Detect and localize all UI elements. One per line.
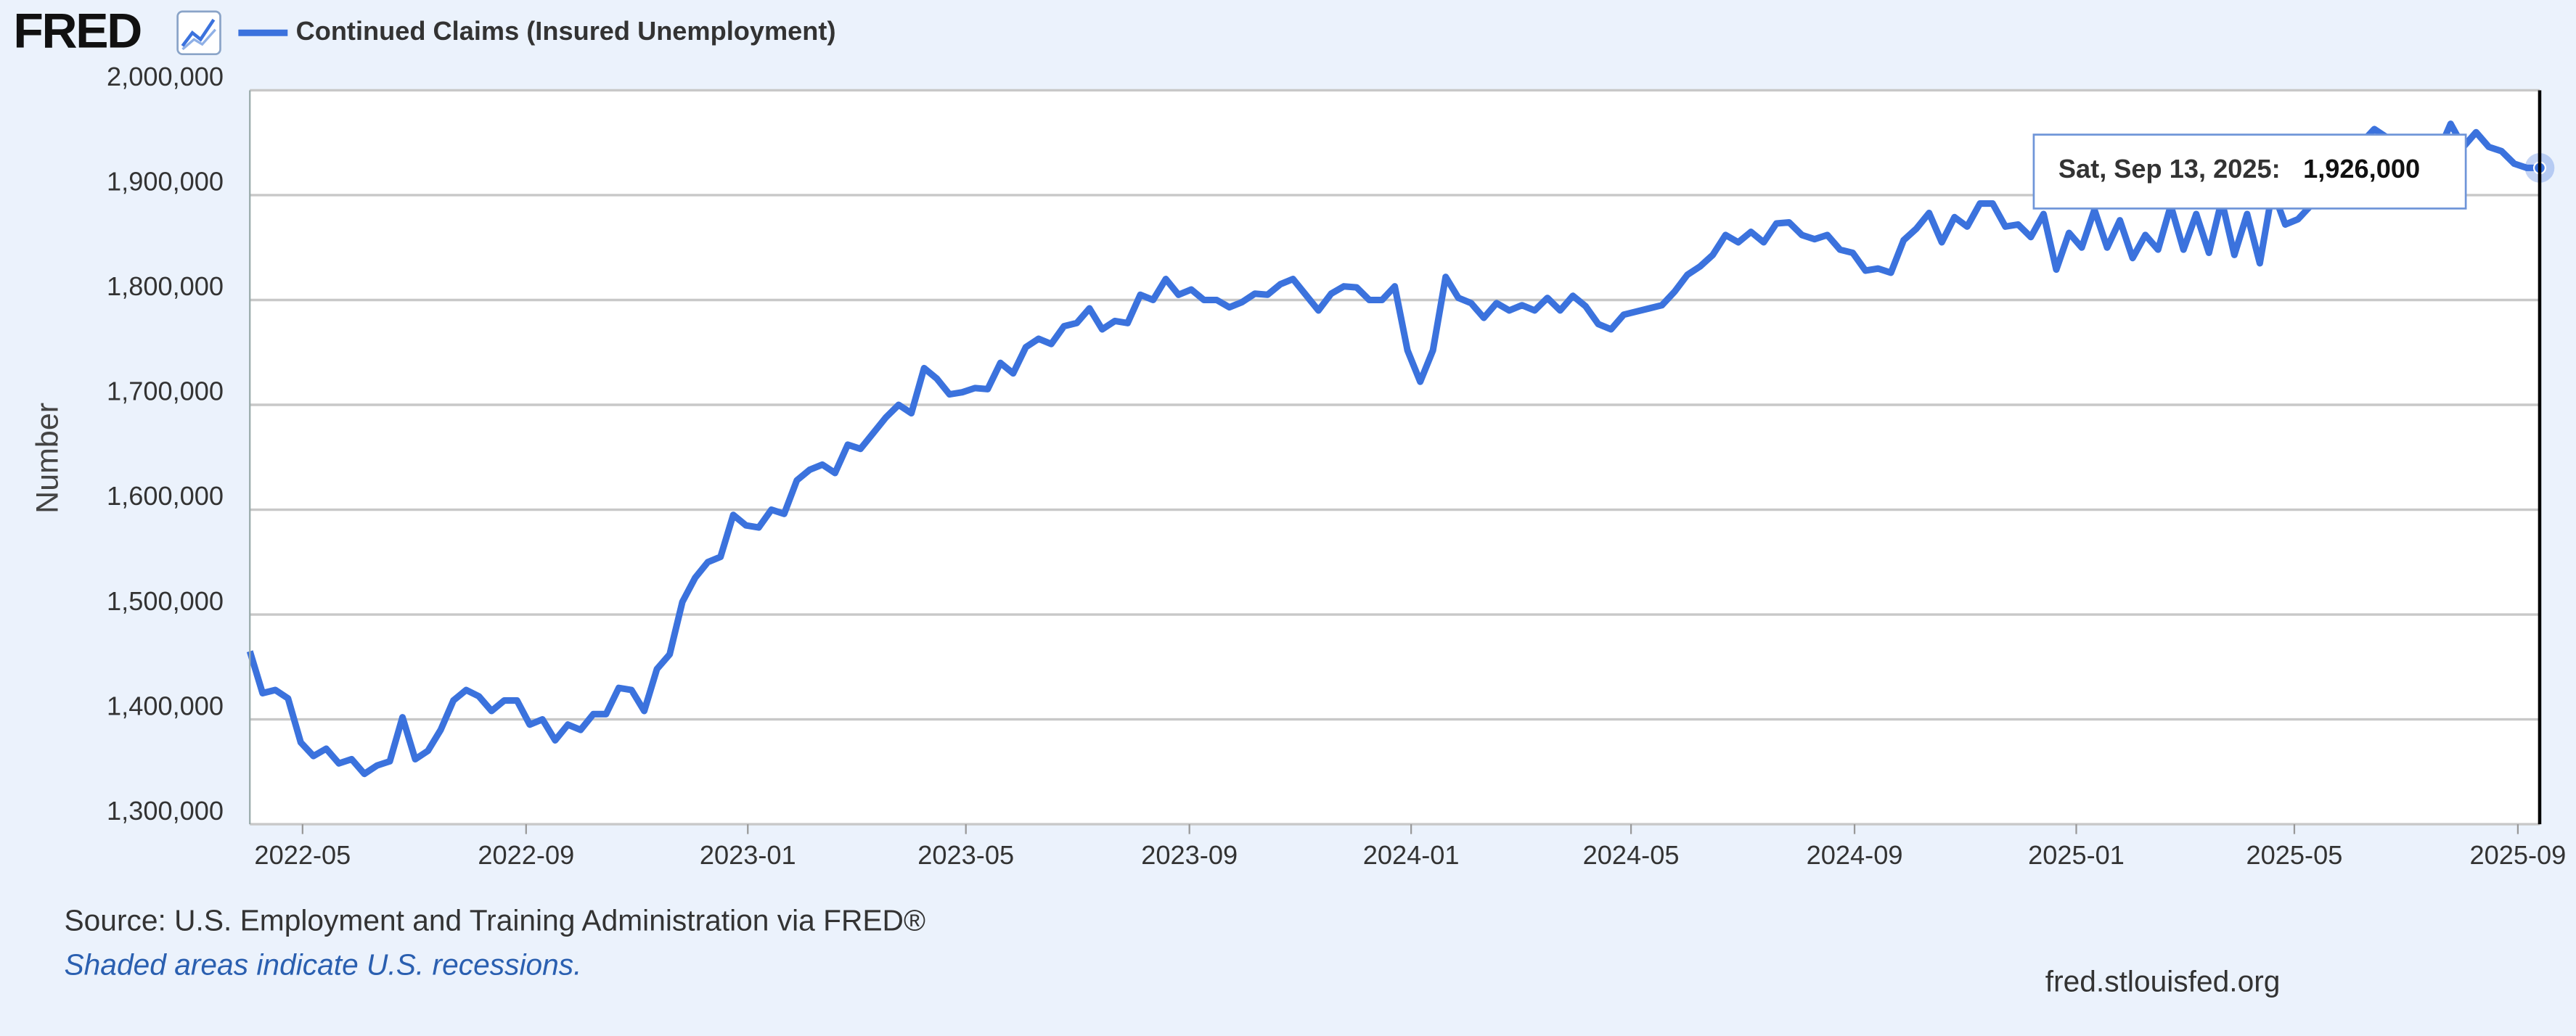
x-tick-label: 2025-05 [2246, 840, 2343, 870]
x-tick-label: 2023-01 [700, 840, 796, 870]
ticks: 1,300,000 1,400,000 1,500,000 1,600,000 1,70… [107, 62, 2566, 870]
y-tick-label: 2,000,000 [107, 62, 224, 91]
grid [250, 89, 2540, 826]
y-tick-label: 1,500,000 [107, 586, 224, 616]
tooltip-box [2032, 133, 2467, 210]
legend-label[interactable]: Continued Claims (Insured Unemployment) [296, 16, 836, 46]
x-tick-label: 2024-01 [1363, 840, 1460, 870]
series-lines [246, 120, 2555, 778]
tooltip-date: Sat, Sep 13, 2025: [2058, 154, 2281, 184]
plot-area [250, 90, 2540, 825]
logo: FRED [13, 4, 141, 58]
series-line [246, 120, 2540, 778]
x-tick-label: 2025-09 [2470, 840, 2567, 870]
source: Source: U.S. Employment and Training Adm… [65, 904, 925, 937]
x-tick-label: 2024-05 [1583, 840, 1680, 870]
y-tick-label: 1,300,000 [107, 796, 224, 826]
y-tick-label: 1,700,000 [107, 377, 224, 406]
tooltip-value: 1,926,000 [2303, 154, 2420, 184]
x-tick-label: 2023-09 [1141, 840, 1238, 870]
x-tick-label: 2022-05 [254, 840, 351, 870]
y-tick-label: 1,400,000 [107, 691, 224, 720]
x-tick-label: 2023-05 [917, 840, 1014, 870]
recession-note: Shaded areas indicate U.S. recessions. [65, 948, 582, 982]
logo-icon [176, 10, 221, 56]
y-axis-label: Number [30, 403, 65, 514]
y-tick-label: 1,900,000 [107, 167, 224, 197]
x-tick-label: 2022-09 [478, 840, 574, 870]
y-tick-label: 1,800,000 [107, 271, 224, 301]
y-tick-label: 1,600,000 [107, 481, 224, 511]
x-tick-label: 2024-09 [1807, 840, 1903, 870]
tooltip: Sat, Sep 13, 2025: 1,926,000 [2032, 133, 2467, 210]
x-tick-label: 2025-01 [2028, 840, 2125, 870]
site-url[interactable]: fred.stlouisfed.org [2045, 964, 2281, 998]
